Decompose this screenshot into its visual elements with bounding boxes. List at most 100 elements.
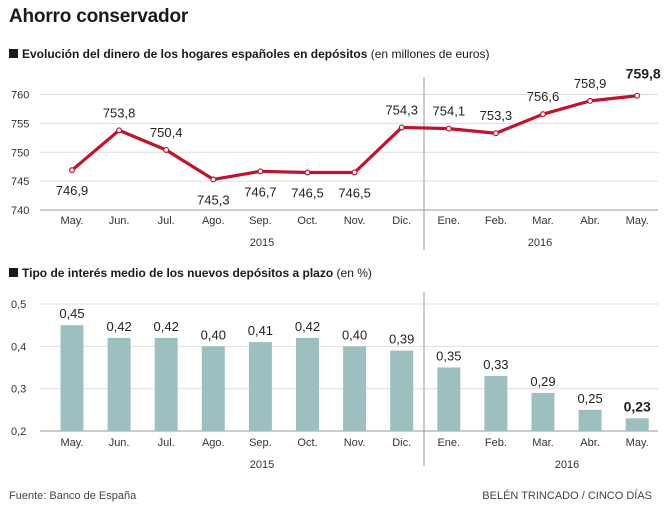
bar xyxy=(625,418,649,431)
bar xyxy=(484,375,508,431)
line-point xyxy=(116,127,123,134)
bar-x-tick-label: Abr. xyxy=(580,437,600,449)
line-point xyxy=(445,125,452,132)
line-x-tick-label: May. xyxy=(626,215,649,227)
line-data-label: 750,4 xyxy=(150,125,183,140)
line-x-tick-label: Ago. xyxy=(202,215,225,227)
bar-y-tick-label: 0,4 xyxy=(11,341,26,353)
bar-x-tick-label: May. xyxy=(626,437,649,449)
line-y-tick-label: 745 xyxy=(11,176,29,188)
line-y-tick-label: 760 xyxy=(11,90,29,102)
line-x-tick-label: Ene. xyxy=(437,215,460,227)
bar-data-label: 0,42 xyxy=(154,319,179,334)
line-point xyxy=(634,92,641,99)
bar-data-label: 0,29 xyxy=(530,374,555,389)
bar xyxy=(248,342,272,431)
bar-data-label: 0,23 xyxy=(624,398,651,414)
bar-x-tick-label: Ene. xyxy=(437,437,460,449)
line-point xyxy=(210,176,217,183)
line-x-tick-label: Oct. xyxy=(297,215,317,227)
bar-x-tick-label: Ago. xyxy=(202,437,225,449)
bar-data-label: 0,25 xyxy=(577,391,602,406)
bar-year-label: 2016 xyxy=(555,459,579,471)
bar xyxy=(531,392,555,431)
bar-data-label: 0,42 xyxy=(106,319,131,334)
line-data-label: 753,8 xyxy=(103,105,136,120)
line-x-tick-label: Nov. xyxy=(344,215,366,227)
bar xyxy=(578,409,602,431)
source-note: Fuente: Banco de España xyxy=(9,490,137,502)
bar-y-tick-label: 0,3 xyxy=(11,384,26,396)
bar-year-label: 2015 xyxy=(250,459,274,471)
line-point xyxy=(304,169,311,176)
bar-x-tick-label: Jun. xyxy=(109,437,130,449)
line-data-label: 746,9 xyxy=(56,183,89,198)
line-data-label: 754,3 xyxy=(385,102,418,117)
line-chart-subtitle: Evolución del dinero de los hogares espa… xyxy=(9,47,490,61)
bar-x-tick-label: Sep. xyxy=(249,437,272,449)
line-x-tick-label: Jun. xyxy=(109,215,130,227)
bar-x-tick-label: Oct. xyxy=(297,437,317,449)
line-x-tick-label: May. xyxy=(60,215,83,227)
bar xyxy=(201,346,225,431)
bar-chart-title: Tipo de interés medio de los nuevos depó… xyxy=(22,266,334,280)
line-data-label: 754,1 xyxy=(433,104,466,119)
bar-chart-unit: (en %) xyxy=(336,266,372,280)
bar-data-label: 0,42 xyxy=(295,319,320,334)
line-point xyxy=(68,167,75,174)
line-point xyxy=(492,130,499,137)
line-point xyxy=(163,146,170,153)
bar xyxy=(437,367,461,431)
line-data-label: 745,3 xyxy=(197,192,230,207)
bar-data-label: 0,35 xyxy=(436,349,461,364)
bar-data-label: 0,33 xyxy=(483,357,508,372)
line-data-label: 746,5 xyxy=(338,185,371,200)
square-bullet-icon xyxy=(9,268,18,277)
line-data-label: 756,6 xyxy=(527,89,560,104)
bar xyxy=(154,337,178,431)
line-data-label: 746,7 xyxy=(244,184,277,199)
line-data-label: 759,8 xyxy=(626,66,661,82)
square-bullet-icon xyxy=(9,49,18,58)
line-year-label: 2015 xyxy=(250,237,274,249)
line-x-tick-label: Abr. xyxy=(580,215,600,227)
line-x-tick-label: Jul. xyxy=(158,215,175,227)
bar-chart-subtitle: Tipo de interés medio de los nuevos depó… xyxy=(9,266,372,280)
credit-note: BELÉN TRINCADO / CINCO DÍAS xyxy=(482,490,652,502)
line-year-label: 2016 xyxy=(528,237,552,249)
line-point xyxy=(257,168,264,175)
bar xyxy=(60,325,84,431)
chart-title: Ahorro conservador xyxy=(9,6,189,27)
bar xyxy=(343,346,367,431)
bar-data-label: 0,40 xyxy=(342,327,367,342)
bar-x-tick-label: May. xyxy=(60,437,83,449)
line-point xyxy=(539,111,546,118)
line-x-tick-label: Feb. xyxy=(485,215,507,227)
line-chart-title: Evolución del dinero de los hogares espa… xyxy=(22,47,368,61)
bar-y-tick-label: 0,5 xyxy=(11,299,26,311)
bar-x-tick-label: Nov. xyxy=(344,437,366,449)
line-y-tick-label: 740 xyxy=(11,205,29,217)
bar xyxy=(390,350,414,431)
bar-data-label: 0,41 xyxy=(248,323,273,338)
bar-x-tick-label: Dic. xyxy=(392,437,411,449)
bar-x-tick-label: Feb. xyxy=(485,437,507,449)
line-data-label: 746,5 xyxy=(291,185,324,200)
line-y-tick-label: 750 xyxy=(11,147,29,159)
line-point xyxy=(398,124,405,131)
bar-x-tick-label: Mar. xyxy=(532,437,553,449)
bar-data-label: 0,40 xyxy=(201,327,226,342)
line-x-tick-label: Sep. xyxy=(249,215,272,227)
bar-x-tick-label: Jul. xyxy=(158,437,175,449)
bar-data-label: 0,39 xyxy=(389,332,414,347)
bar xyxy=(107,337,131,431)
line-point xyxy=(351,169,358,176)
line-point xyxy=(587,97,594,104)
line-x-tick-label: Dic. xyxy=(392,215,411,227)
bar-data-label: 0,45 xyxy=(59,306,84,321)
line-x-tick-label: Mar. xyxy=(532,215,553,227)
bar-y-tick-label: 0,2 xyxy=(11,426,26,438)
bar xyxy=(296,337,319,431)
line-data-label: 753,3 xyxy=(480,108,513,123)
